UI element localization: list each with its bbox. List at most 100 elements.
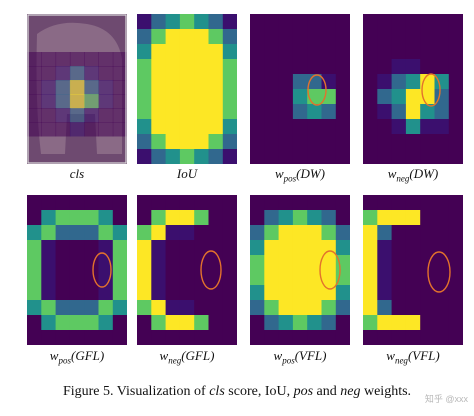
heatmap-cell <box>292 134 308 150</box>
annotation-ellipse <box>421 73 441 107</box>
heatmap-cell <box>27 255 42 271</box>
heatmap-cell <box>420 285 435 301</box>
heatmap-cell <box>335 149 350 164</box>
heatmap-cell <box>292 270 308 286</box>
heatmap-cell <box>391 300 407 316</box>
label-wpos-vfl: wpos(VFL) <box>273 348 327 366</box>
heatmap-cell <box>363 195 378 211</box>
heatmap-cell <box>179 149 195 164</box>
heatmap-cell <box>420 14 435 30</box>
heatmap-cell <box>250 89 265 105</box>
heatmap-cell <box>137 240 152 256</box>
heatmap-cell <box>151 210 167 226</box>
heatmap-cell <box>434 300 450 316</box>
heatmap-cell <box>208 29 224 45</box>
heatmap-cell <box>448 195 463 211</box>
heatmap-cell <box>405 149 421 164</box>
heatmap-cell <box>420 210 435 226</box>
heatmap-cell <box>307 240 322 256</box>
label-cls: cls <box>69 166 85 181</box>
heatmap-cell <box>179 44 195 60</box>
heatmap-cell <box>165 74 181 90</box>
heatmap-cell <box>222 89 237 105</box>
heatmap-cell <box>41 195 57 211</box>
heatmap-cell <box>363 119 378 135</box>
heatmap-cell <box>448 14 463 30</box>
heatmap-cell <box>137 14 152 30</box>
heatmap-cell <box>420 44 435 60</box>
heatmap-cls <box>27 14 127 164</box>
annotation-ellipse <box>92 252 112 288</box>
heatmap-cell <box>27 108 42 123</box>
heatmap-cell <box>448 300 463 316</box>
heatmap-cell <box>112 240 127 256</box>
heatmap-cell <box>137 44 152 60</box>
heatmap-cell <box>335 240 350 256</box>
heatmap-cell <box>321 210 337 226</box>
heatmap-cell <box>264 285 280 301</box>
heatmap-cell <box>377 14 393 30</box>
heatmap-cell <box>151 270 167 286</box>
heatmap-cell <box>151 104 167 120</box>
heatmap-cell <box>165 89 181 105</box>
heatmap-cell <box>335 89 350 105</box>
box-outline <box>27 14 127 164</box>
heatmap-cell <box>98 315 114 331</box>
heatmap-cell <box>321 255 337 271</box>
heatmap-cell <box>363 89 378 105</box>
heatmap-cell <box>391 14 407 30</box>
heatmap-cell <box>405 44 421 60</box>
heatmap-cell <box>292 29 308 45</box>
heatmap-cell <box>292 330 308 345</box>
heatmap-cell <box>98 330 114 345</box>
heatmap-cell <box>84 210 99 226</box>
heatmap-cell <box>194 315 209 331</box>
heatmap-cell <box>208 330 224 345</box>
heatmap-cell <box>98 270 114 286</box>
heatmap-cell <box>434 134 450 150</box>
heatmap-cell <box>278 74 294 90</box>
heatmap-cell <box>250 74 265 90</box>
heatmap-cell <box>84 108 99 123</box>
heatmap-cell <box>250 300 265 316</box>
heatmap-cell <box>194 210 209 226</box>
heatmap-cell <box>179 315 195 331</box>
heatmap-cell <box>391 29 407 45</box>
heatmap-cell <box>292 240 308 256</box>
heatmap-cell <box>98 94 114 109</box>
heatmap-cell <box>321 104 337 120</box>
heatmap-cell <box>405 315 421 331</box>
heatmap-cell <box>84 94 99 109</box>
heatmap-wneg-vfl <box>363 195 463 345</box>
heatmap-cell <box>41 66 57 81</box>
label-wneg-dw: wneg(DW) <box>387 166 439 184</box>
heatmap-cell <box>448 44 463 60</box>
heatmap-cell <box>27 315 42 331</box>
heatmap-cell <box>112 66 127 81</box>
heatmap-cell <box>112 315 127 331</box>
heatmap-cell <box>321 300 337 316</box>
heatmap-cell <box>55 255 71 271</box>
heatmap-cell <box>179 225 195 241</box>
heatmap-cell <box>420 134 435 150</box>
heatmap-cell <box>84 225 99 241</box>
heatmap-cell <box>179 240 195 256</box>
heatmap-cell <box>448 59 463 75</box>
heatmap-cell <box>321 195 337 211</box>
heatmap-cell <box>405 74 421 90</box>
heatmap-cell <box>84 52 99 67</box>
heatmap-cell <box>448 104 463 120</box>
heatmap-cell <box>363 59 378 75</box>
heatmap-cell <box>307 14 322 30</box>
heatmap-cell <box>278 330 294 345</box>
heatmap-cell <box>377 119 393 135</box>
heatmap-cell <box>84 315 99 331</box>
heatmap-cell <box>250 59 265 75</box>
heatmap-cell <box>27 195 42 211</box>
heatmap-cell <box>434 315 450 331</box>
heatmap-cell <box>434 74 450 90</box>
heatmap-cell <box>391 74 407 90</box>
heatmap-wpos-vfl <box>250 195 350 345</box>
heatmap-cell <box>55 94 71 109</box>
heatmap-cell <box>434 119 450 135</box>
